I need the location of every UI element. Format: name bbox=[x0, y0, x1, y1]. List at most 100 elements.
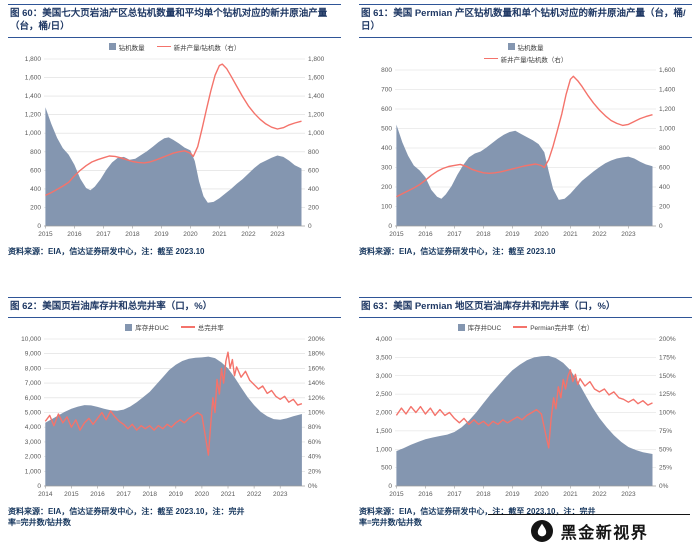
svg-text:1,200: 1,200 bbox=[25, 111, 42, 118]
svg-text:7,000: 7,000 bbox=[25, 380, 42, 387]
chart-canvas: 02004006008001,0001,2001,4001,6001,80002… bbox=[25, 56, 325, 238]
svg-text:0: 0 bbox=[37, 223, 41, 230]
svg-text:10,000: 10,000 bbox=[21, 336, 41, 343]
svg-text:500: 500 bbox=[381, 465, 392, 472]
svg-text:2,000: 2,000 bbox=[376, 410, 393, 417]
line-series bbox=[395, 369, 653, 449]
svg-text:2019: 2019 bbox=[169, 491, 184, 498]
svg-text:2022: 2022 bbox=[592, 491, 607, 498]
svg-text:700: 700 bbox=[381, 86, 392, 93]
svg-text:1,000: 1,000 bbox=[659, 125, 676, 132]
svg-text:20%: 20% bbox=[308, 469, 321, 476]
svg-text:4,000: 4,000 bbox=[25, 424, 42, 431]
svg-text:800: 800 bbox=[308, 148, 319, 155]
figures-grid: 图 60：美国七大页岩油产区总钻机数量和平均单个钻机对应的新井原油产量（台，桶/… bbox=[8, 4, 692, 529]
area-series bbox=[45, 356, 302, 487]
area-series bbox=[396, 356, 653, 487]
watermark-divider bbox=[488, 514, 690, 515]
svg-text:75%: 75% bbox=[659, 428, 672, 435]
svg-text:2016: 2016 bbox=[418, 491, 433, 498]
figure-61: 图 61：美国 Permian 产区钻机数量和单个钻机对应的新井原油产量（台，桶… bbox=[359, 4, 692, 257]
svg-text:400: 400 bbox=[308, 186, 319, 193]
svg-text:2019: 2019 bbox=[505, 231, 520, 238]
svg-text:400: 400 bbox=[659, 184, 670, 191]
svg-text:9,000: 9,000 bbox=[25, 351, 42, 358]
svg-text:0: 0 bbox=[388, 223, 392, 230]
svg-text:160%: 160% bbox=[308, 366, 325, 373]
svg-text:1,600: 1,600 bbox=[25, 74, 42, 81]
svg-text:100%: 100% bbox=[659, 410, 676, 417]
figure-61-title: 图 61：美国 Permian 产区钻机数量和单个钻机对应的新井原油产量（台，桶… bbox=[359, 4, 692, 38]
svg-text:80%: 80% bbox=[308, 424, 321, 431]
svg-text:2016: 2016 bbox=[418, 231, 433, 238]
svg-text:2015: 2015 bbox=[64, 491, 79, 498]
figure-60-title: 图 60：美国七大页岩油产区总钻机数量和平均单个钻机对应的新井原油产量（台，桶/… bbox=[8, 4, 341, 38]
figure-60-chart: 钻机数量 新井产量/钻机数（右） 0 200 400 600 800 1,000 1,200 1,… bbox=[8, 40, 341, 242]
svg-text:200%: 200% bbox=[308, 336, 325, 343]
svg-text:200: 200 bbox=[30, 204, 41, 211]
oil-drop-circle-logo-icon bbox=[530, 520, 553, 542]
svg-text:200: 200 bbox=[308, 204, 319, 211]
svg-text:175%: 175% bbox=[659, 355, 676, 362]
svg-text:2023: 2023 bbox=[273, 491, 288, 498]
svg-text:600: 600 bbox=[30, 167, 41, 174]
svg-text:1,600: 1,600 bbox=[308, 74, 325, 81]
svg-text:2023: 2023 bbox=[270, 231, 285, 238]
svg-text:600: 600 bbox=[381, 106, 392, 113]
svg-text:2021: 2021 bbox=[212, 231, 227, 238]
svg-text:2021: 2021 bbox=[563, 491, 578, 498]
svg-text:0: 0 bbox=[37, 483, 41, 490]
svg-text:2018: 2018 bbox=[125, 231, 140, 238]
figure-60: 图 60：美国七大页岩油产区总钻机数量和平均单个钻机对应的新井原油产量（台，桶/… bbox=[8, 4, 341, 257]
svg-text:2,500: 2,500 bbox=[376, 391, 393, 398]
watermark: 黑金新视界 bbox=[488, 514, 690, 543]
figure-63-title: 图 63：美国 Permian 地区页岩油库存井和完井率（口，%） bbox=[359, 297, 692, 319]
brand-name: 黑金新视界 bbox=[560, 525, 649, 542]
svg-text:150%: 150% bbox=[659, 373, 676, 380]
svg-text:2016: 2016 bbox=[67, 231, 82, 238]
svg-text:2,000: 2,000 bbox=[25, 454, 42, 461]
svg-text:0%: 0% bbox=[659, 483, 669, 490]
svg-text:1,400: 1,400 bbox=[659, 86, 676, 93]
svg-text:2020: 2020 bbox=[534, 231, 549, 238]
chart-canvas: 0 1,000 2,000 3,000 4,000 5,000 6,000 7,000 8,00… bbox=[21, 336, 325, 498]
svg-text:3,500: 3,500 bbox=[376, 355, 393, 362]
svg-text:1,000: 1,000 bbox=[25, 130, 42, 137]
svg-text:50%: 50% bbox=[659, 446, 672, 453]
svg-text:1,800: 1,800 bbox=[308, 56, 325, 63]
svg-text:2018: 2018 bbox=[476, 491, 491, 498]
figure-62-source: 资料来源：EIA，信达证券研发中心，注：截至 2023.10，注：完井率=完井数… bbox=[8, 507, 245, 528]
svg-text:60%: 60% bbox=[308, 439, 321, 446]
svg-text:8,000: 8,000 bbox=[25, 366, 42, 373]
svg-text:800: 800 bbox=[659, 145, 670, 152]
line-series bbox=[396, 75, 653, 198]
line-series bbox=[44, 351, 303, 457]
figure-63-chart: 库存井DUC Permian完井率（右） 0 500 1,000 1,500 2,000 2,… bbox=[359, 320, 692, 502]
svg-text:2020: 2020 bbox=[534, 491, 549, 498]
svg-text:2017: 2017 bbox=[447, 491, 462, 498]
svg-text:125%: 125% bbox=[659, 391, 676, 398]
svg-text:2022: 2022 bbox=[241, 231, 256, 238]
chart-canvas: 0 100 200 300 400 500 600 700 800 0 200 400 600 800 1,… bbox=[381, 67, 676, 238]
svg-text:2023: 2023 bbox=[621, 491, 636, 498]
svg-text:2016: 2016 bbox=[90, 491, 105, 498]
svg-text:2021: 2021 bbox=[563, 231, 578, 238]
svg-text:1,000: 1,000 bbox=[25, 469, 42, 476]
figure-63-source: 资料来源：EIA，信达证券研发中心，注：截至 2023.10，注：完井率=完井数… bbox=[359, 507, 596, 528]
svg-text:0: 0 bbox=[388, 483, 392, 490]
svg-text:2017: 2017 bbox=[447, 231, 462, 238]
svg-text:1,400: 1,400 bbox=[25, 93, 42, 100]
svg-text:180%: 180% bbox=[308, 351, 325, 358]
svg-text:600: 600 bbox=[308, 167, 319, 174]
svg-text:300: 300 bbox=[381, 164, 392, 171]
svg-text:5,000: 5,000 bbox=[25, 410, 42, 417]
svg-text:0%: 0% bbox=[308, 483, 318, 490]
svg-text:1,200: 1,200 bbox=[308, 111, 325, 118]
svg-text:400: 400 bbox=[381, 145, 392, 152]
chart-canvas: 0 500 1,000 1,500 2,000 2,500 3,000 3,500 4,000 0… bbox=[376, 336, 676, 498]
svg-text:2022: 2022 bbox=[247, 491, 262, 498]
svg-text:200: 200 bbox=[381, 184, 392, 191]
svg-text:2015: 2015 bbox=[389, 231, 404, 238]
svg-text:140%: 140% bbox=[308, 380, 325, 387]
